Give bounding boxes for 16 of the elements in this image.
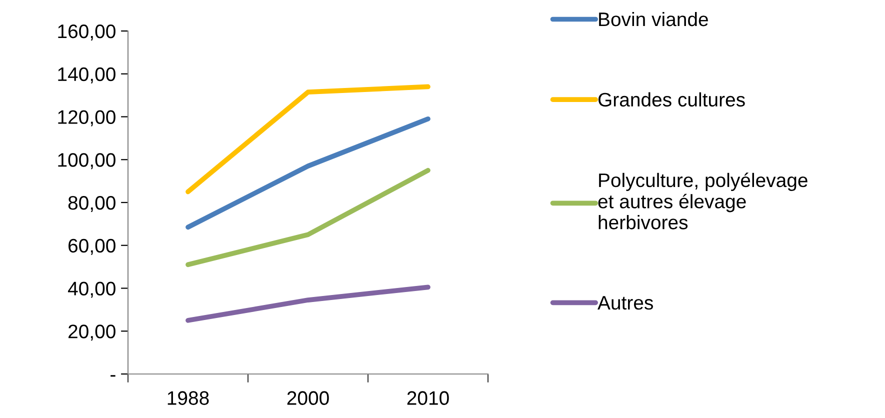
y-tick-label: 140,00 <box>58 67 116 84</box>
y-tick-label: 100,00 <box>58 153 116 170</box>
x-tick-label: 2000 <box>287 391 329 405</box>
legend-label: Grandes cultures <box>598 92 745 107</box>
y-tick-label: 60,00 <box>68 238 116 255</box>
y-tick-label: - <box>110 375 116 377</box>
y-tick-label: 80,00 <box>68 196 116 212</box>
legend-label: Polyculture, polyélevage et autres élevage herbivores <box>598 172 808 230</box>
y-tick-label: 120,00 <box>58 110 116 126</box>
y-tick-label: 20,00 <box>68 324 116 341</box>
x-tick-label: 1988 <box>168 391 209 405</box>
x-tick-label: 2010 <box>407 391 449 405</box>
legend-label: Bovin viande <box>599 12 708 26</box>
y-tick-label: 160,00 <box>58 24 116 41</box>
y-tick-label: 40,00 <box>68 282 116 298</box>
legend-label: Autres <box>598 296 653 310</box>
